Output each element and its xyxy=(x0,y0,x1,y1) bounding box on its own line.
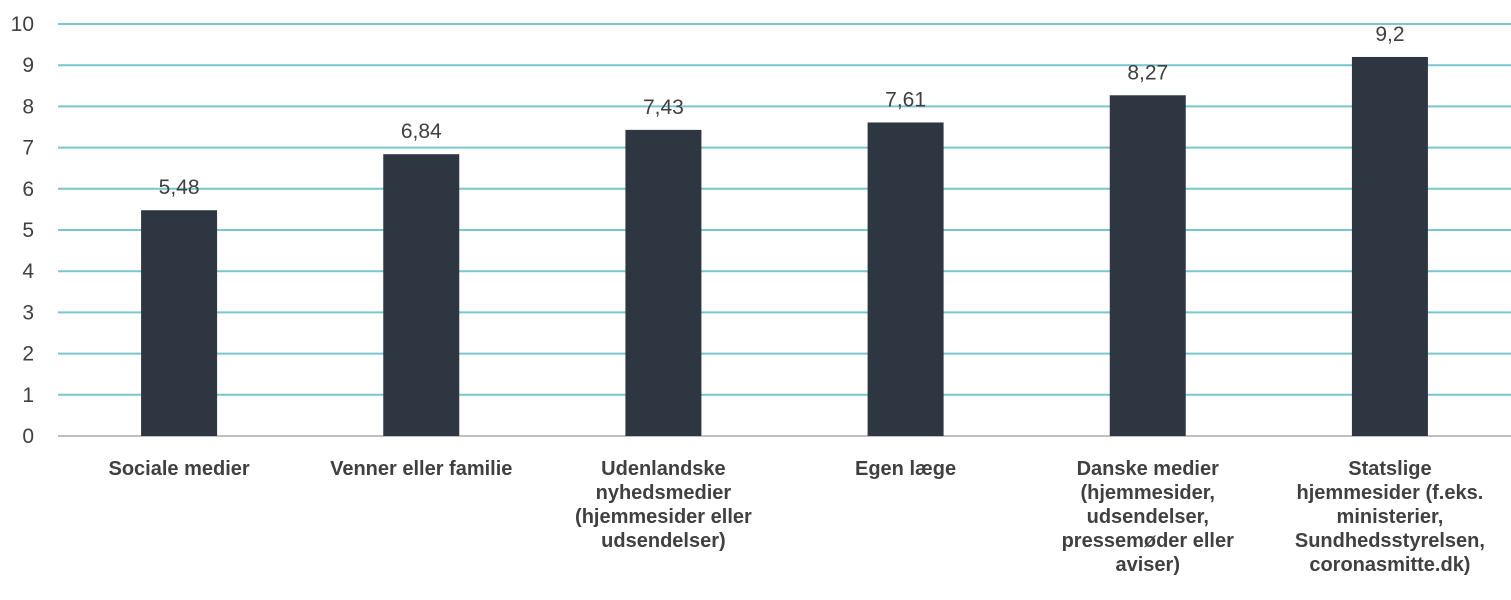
y-axis-ticks: 0 1 2 3 4 5 6 7 8 9 10 xyxy=(11,13,35,448)
y-tick-label: 3 xyxy=(22,301,34,324)
category-label-line: (hjemmesider, xyxy=(1080,482,1215,504)
y-tick-label: 8 xyxy=(22,95,34,118)
bars xyxy=(141,56,1428,437)
category-label-line: aviser) xyxy=(1116,554,1181,576)
y-tick-label: 4 xyxy=(22,260,34,283)
category-label: Udenlandske nyhedsmedier (hjemmesider elle… xyxy=(575,458,752,552)
category-label-line: pressemøder eller xyxy=(1062,530,1235,552)
category-label-line: hjemmesider (f.eks. xyxy=(1297,482,1484,504)
y-tick-label: 9 xyxy=(22,54,34,77)
category-label: Statslige hjemmesider (f.eks. ministerier,… xyxy=(1295,458,1485,576)
bar xyxy=(1109,95,1186,436)
y-tick-label: 0 xyxy=(22,425,34,448)
x-axis-categories: Sociale medier Venner eller familie Udenla… xyxy=(108,458,1484,576)
bar xyxy=(383,154,460,436)
data-label: 7,43 xyxy=(643,96,684,119)
y-tick-label: 5 xyxy=(22,219,34,242)
category-label-line: nyhedsmedier xyxy=(596,482,732,504)
category-label: Venner eller familie xyxy=(330,458,512,480)
data-label: 7,61 xyxy=(885,88,926,111)
data-label: 6,84 xyxy=(401,120,442,143)
category-label: Egen læge xyxy=(855,458,956,480)
category-label: Sociale medier xyxy=(108,458,249,480)
category-label-line: udsendelser, xyxy=(1087,506,1209,528)
y-tick-label: 6 xyxy=(22,178,34,201)
category-label-line: Venner eller familie xyxy=(330,458,512,480)
data-label: 8,27 xyxy=(1127,61,1168,84)
category-label-line: (hjemmesider eller xyxy=(575,506,752,528)
gridlines xyxy=(58,23,1511,437)
y-tick-label: 1 xyxy=(22,384,34,407)
category-label-line: coronasmitte.dk) xyxy=(1309,554,1470,576)
category-label: Danske medier (hjemmesider, udsendelser, pr… xyxy=(1062,458,1235,576)
category-label-line: Danske medier xyxy=(1077,458,1220,480)
category-label-line: Egen læge xyxy=(855,458,956,480)
data-labels: 5,48 6,84 7,43 7,61 8,27 9,2 xyxy=(159,23,1405,199)
data-label: 9,2 xyxy=(1375,23,1404,46)
category-label-line: ministerier, xyxy=(1337,506,1444,528)
category-label-line: Sociale medier xyxy=(108,458,249,480)
category-label-line: Statslige xyxy=(1348,458,1431,480)
y-tick-label: 7 xyxy=(22,137,34,160)
bar xyxy=(867,122,944,436)
y-tick-label: 10 xyxy=(11,13,34,36)
data-label: 5,48 xyxy=(159,176,200,199)
y-tick-label: 2 xyxy=(22,343,34,366)
bar xyxy=(1351,56,1428,437)
category-label-line: udsendelser) xyxy=(601,530,725,552)
category-label-line: Sundhedsstyrelsen, xyxy=(1295,530,1485,552)
bar xyxy=(625,129,702,436)
category-label-line: Udenlandske xyxy=(601,458,725,480)
bar xyxy=(141,210,218,436)
